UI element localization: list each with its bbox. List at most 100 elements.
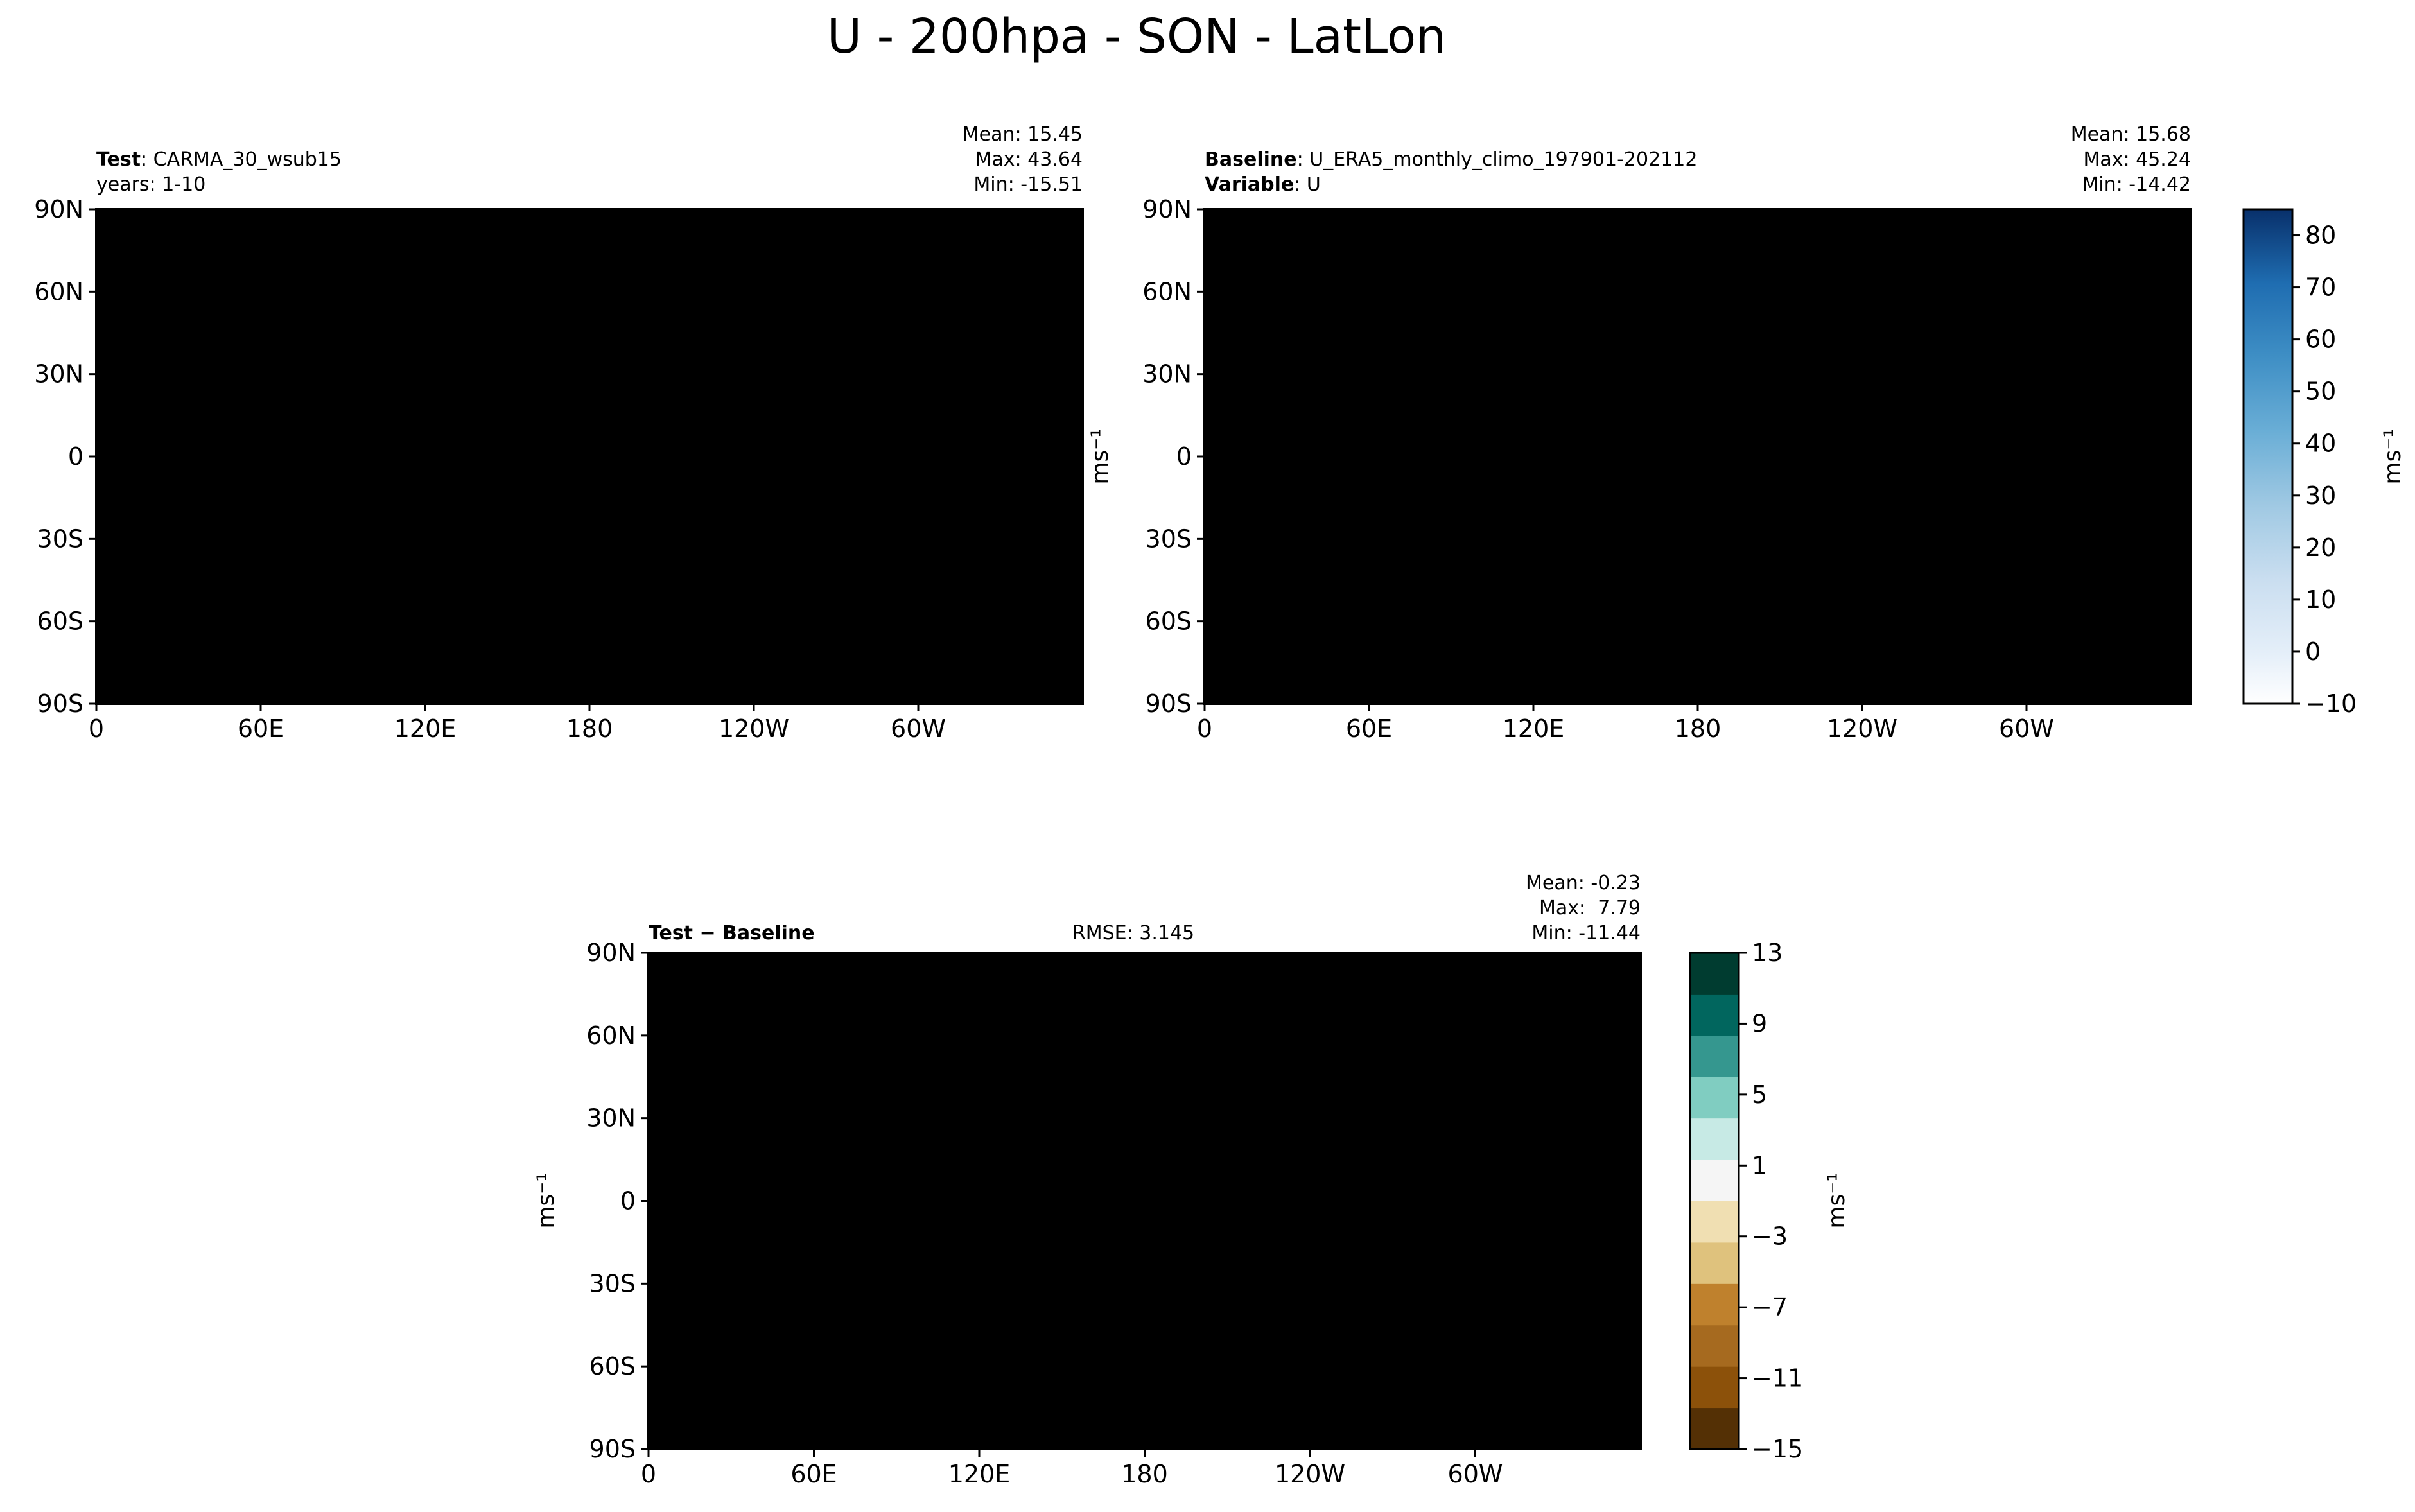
test-xtick-label: 60W — [891, 715, 946, 743]
colorbar-blues-tick-label: 70 — [2305, 274, 2336, 302]
test-xtick-label: 120W — [719, 715, 789, 743]
baseline-ylabel: ms⁻¹ — [1087, 428, 1113, 484]
baseline-ytick-label: 30N — [1142, 360, 1192, 388]
baseline-field — [1205, 209, 2191, 704]
difference-title: Test − Baseline — [649, 922, 815, 944]
colorbar-diverging-band — [1690, 1325, 1739, 1367]
colorbar-blues-tick-label: 10 — [2305, 586, 2336, 614]
colorbar-diverging-tick-label: 5 — [1752, 1081, 1767, 1109]
test-ytick-label: 60S — [37, 607, 83, 636]
difference-xtick-label: 60W — [1448, 1460, 1503, 1488]
test-stat-max: Max: 43.64 — [975, 148, 1083, 171]
baseline-xtick-label: 60W — [1999, 715, 2054, 743]
difference-ytick-label: 0 — [620, 1187, 636, 1215]
colorbar-blues-tick-label: 40 — [2305, 430, 2336, 458]
colorbar-blues-tick-label: 20 — [2305, 534, 2336, 562]
colorbar-diverging-band — [1690, 1201, 1739, 1243]
difference-ytick-label: 30S — [589, 1269, 636, 1298]
colorbar-diverging-band — [1690, 1407, 1739, 1450]
difference-stat-min: Min: -11.44 — [1531, 922, 1641, 944]
colorbar-diverging-band — [1690, 994, 1739, 1036]
colorbar-diverging-tick-label: 9 — [1752, 1009, 1767, 1038]
test-field — [96, 209, 1083, 704]
panel-baseline: Baseline: U_ERA5_monthly_climo_197901-20… — [1087, 123, 2192, 743]
baseline-ytick-label: 90S — [1146, 690, 1192, 718]
colorbar-diverging-tick-label: −7 — [1752, 1293, 1788, 1321]
colorbar-diverging-band — [1690, 953, 1739, 995]
colorbar-blues-label: ms⁻¹ — [2380, 428, 2406, 484]
difference-stat-max: Max: 7.79 — [1539, 897, 1641, 919]
colorbar-diverging-tick-label: −15 — [1752, 1435, 1803, 1463]
baseline-ytick-label: 0 — [1176, 442, 1192, 471]
colorbar-blues-tick-label: 60 — [2305, 326, 2336, 354]
colorbar-diverging-bands — [1690, 953, 1739, 1450]
baseline-xtick-label: 120E — [1503, 715, 1565, 743]
colorbar-blues-ticks: −10 0 10 20 30 40 50 60 70 80 — [2292, 222, 2357, 718]
difference-xtick-label: 180 — [1121, 1460, 1168, 1488]
difference-ytick-label: 60N — [586, 1021, 636, 1050]
baseline-xtick-label: 180 — [1675, 715, 1722, 743]
panel-difference: Test − Baseline RMSE: 3.145 Mean: -0.23 … — [533, 872, 1642, 1488]
baseline-xtick-label: 0 — [1197, 715, 1212, 743]
colorbar-diverging-tick-label: 1 — [1752, 1151, 1767, 1179]
figure-title: U - 200hpa - SON - LatLon — [827, 9, 1446, 64]
colorbar-diverging-band — [1690, 1160, 1739, 1201]
difference-xtick-label: 0 — [641, 1460, 656, 1488]
baseline-xtick-label: 60E — [1346, 715, 1392, 743]
difference-ytick-label: 90N — [586, 939, 636, 967]
difference-field — [649, 953, 1641, 1449]
test-ytick-label: 30S — [37, 525, 83, 553]
test-title: Test: CARMA_30_wsub15 — [96, 148, 342, 171]
baseline-stat-max: Max: 45.24 — [2083, 148, 2191, 171]
baseline-title: Baseline: U_ERA5_monthly_climo_197901-20… — [1205, 148, 1697, 171]
colorbar-diverging: 13 9 5 1 −3 −7 −11 −15 ms⁻¹ — [1689, 939, 1850, 1463]
colorbar-diverging-band — [1690, 1283, 1739, 1326]
difference-xtick-label: 60E — [790, 1460, 837, 1488]
difference-ytick-label: 30N — [586, 1104, 636, 1133]
test-ytick-label: 0 — [68, 442, 83, 471]
baseline-stat-mean: Mean: 15.68 — [2071, 123, 2191, 146]
difference-ytick-label: 60S — [589, 1352, 636, 1380]
test-xtick-label: 180 — [566, 715, 613, 743]
colorbar-blues-tick-label: 30 — [2305, 482, 2336, 510]
test-subtitle: years: 1-10 — [96, 173, 205, 196]
baseline-xtick-label: 120W — [1827, 715, 1897, 743]
colorbar-diverging-label: ms⁻¹ — [1824, 1172, 1850, 1228]
difference-ylabel: ms⁻¹ — [533, 1172, 559, 1228]
colorbar-diverging-tick-label: −11 — [1752, 1364, 1803, 1393]
colorbar-diverging-band — [1690, 1366, 1739, 1409]
test-ytick-label: 90S — [37, 690, 83, 718]
test-stat-mean: Mean: 15.45 — [963, 123, 1083, 146]
baseline-ytick-label: 60S — [1146, 607, 1192, 636]
colorbar-diverging-band — [1690, 1077, 1739, 1119]
difference-rmse: RMSE: 3.145 — [1072, 922, 1194, 944]
test-axis-ticks: 0 60E 120E 180 120W 60W 90N 60N 30N 0 30S 60S 90S — [34, 195, 946, 743]
test-ytick-label: 90N — [34, 195, 83, 223]
colorbar-blues-tick-label: 80 — [2305, 222, 2336, 250]
test-ytick-label: 60N — [34, 277, 83, 306]
test-ytick-label: 30N — [34, 360, 83, 388]
colorbar-diverging-ticks: 13 9 5 1 −3 −7 −11 −15 — [1739, 939, 1803, 1463]
colorbar-blues-tick-label: −10 — [2305, 690, 2357, 718]
difference-axis-ticks: 0 60E 120E 180 120W 60W 90N 60N 30N 0 30S 60S 90S — [586, 939, 1503, 1488]
colorbar-diverging-band — [1690, 1242, 1739, 1284]
difference-stat-mean: Mean: -0.23 — [1526, 872, 1641, 894]
test-xtick-label: 60E — [238, 715, 284, 743]
difference-xtick-label: 120E — [948, 1460, 1011, 1488]
panel-test: Test: CARMA_30_wsub15 years: 1-10 Mean: … — [34, 123, 1084, 743]
baseline-axis-ticks: 0 60E 120E 180 120W 60W 90N 60N 30N 0 30S 60S 90S — [1142, 195, 2054, 743]
baseline-stat-min: Min: -14.42 — [2082, 173, 2191, 196]
colorbar-blues: −10 0 10 20 30 40 50 60 70 80 ms⁻¹ — [2242, 208, 2406, 718]
test-xtick-label: 120E — [394, 715, 457, 743]
difference-ytick-label: 90S — [589, 1435, 636, 1463]
colorbar-diverging-tick-label: −3 — [1752, 1222, 1788, 1251]
colorbar-blues-tick-label: 0 — [2305, 638, 2321, 666]
colorbar-diverging-band — [1690, 1118, 1739, 1160]
test-xtick-label: 0 — [89, 715, 104, 743]
baseline-ytick-label: 90N — [1142, 195, 1192, 223]
baseline-ytick-label: 30S — [1146, 525, 1192, 553]
colorbar-diverging-tick-label: 13 — [1752, 939, 1783, 967]
test-stat-min: Min: -15.51 — [973, 173, 1083, 196]
baseline-subtitle: Variable: U — [1205, 173, 1321, 196]
